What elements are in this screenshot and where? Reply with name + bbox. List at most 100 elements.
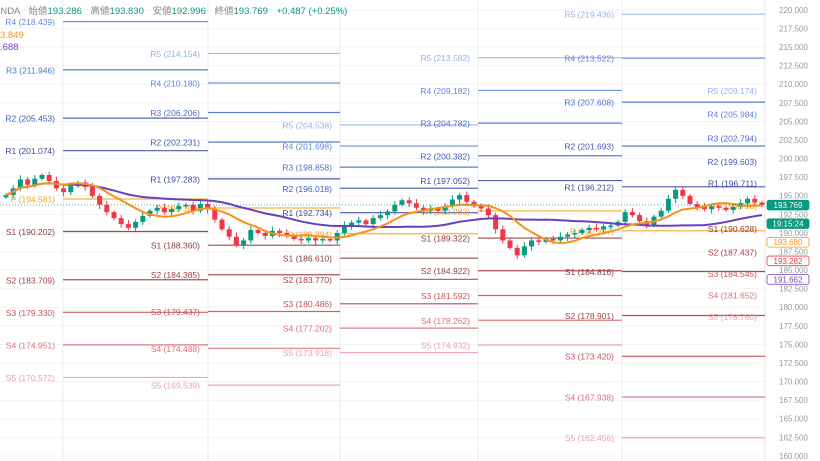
candle-up	[169, 209, 175, 213]
candle-down	[478, 206, 484, 209]
candle-down	[723, 207, 729, 210]
candle-down	[694, 204, 700, 207]
candle-up	[442, 206, 448, 211]
pivot-label-s5: S5 (169.539)	[151, 381, 200, 391]
candle-down	[687, 195, 693, 205]
candle-down	[464, 195, 470, 202]
pivot-label-s4: S4 (181.652)	[708, 291, 757, 301]
candle-down	[161, 207, 167, 213]
candle-down	[629, 212, 635, 216]
pivot-label-s3: S3 (179.330)	[6, 308, 55, 318]
pivot-label-s4: S4 (178.262)	[421, 316, 470, 326]
candle-down	[125, 224, 131, 228]
price-axis-tick: 220.000	[779, 6, 808, 15]
price-axis-tick: 195.000	[779, 192, 808, 201]
candle-down	[536, 240, 542, 242]
pivot-label-s5: S5 (173.918)	[283, 348, 332, 358]
candle-down	[118, 218, 124, 225]
close-label: 終値	[214, 6, 234, 17]
ma-fast-axis-label-box	[766, 237, 810, 248]
ma-fast-legend-value: 3.849	[0, 30, 24, 41]
candle-up	[241, 240, 247, 245]
pivot-label-p: P (192.982)	[426, 206, 470, 216]
candle-down	[550, 238, 556, 241]
pivot-label-r1: R1 (201.074)	[5, 146, 55, 156]
pivot-label-r2: R2 (199.603)	[707, 157, 757, 167]
candle-up	[399, 200, 405, 205]
price-axis-tick: 172.500	[779, 359, 808, 368]
pivot-label-s3: S3 (184.545)	[708, 269, 757, 279]
close-value: 193.769	[233, 6, 268, 17]
price-axis-tick: 207.500	[779, 99, 808, 108]
price-axis-tick: 185.000	[779, 266, 808, 275]
price-axis-tick: 202.500	[779, 136, 808, 145]
candle-down	[212, 209, 218, 220]
pivot-label-r4: R4 (209.182)	[420, 86, 470, 96]
pivot-label-r2: R2 (201.693)	[564, 142, 614, 152]
pivot-label-r2: R2 (196.018)	[282, 184, 332, 194]
candle-down	[500, 229, 506, 241]
price-axis-tick: 205.000	[779, 117, 808, 126]
pivot-label-r1: R1 (196.711)	[708, 179, 757, 189]
pivot-label-r5: R5 (209.174)	[707, 86, 757, 96]
pivot-label-s4: S4 (174.488)	[151, 344, 200, 354]
pivot-label-r4: R4 (218.439)	[5, 17, 55, 27]
pivot-label-r1: R1 (196.212)	[564, 182, 614, 192]
candle-up	[572, 233, 578, 235]
candle-up	[3, 195, 9, 198]
candle-up	[665, 198, 671, 211]
pivot-label-s4: S4 (167.938)	[565, 392, 614, 402]
price-axis-tick: 187.500	[779, 247, 808, 256]
pivot-label-r3: R3 (198.858)	[282, 163, 332, 173]
candle-up	[557, 236, 563, 241]
candle-up	[457, 195, 463, 200]
open-value: 193.286	[47, 6, 82, 17]
candle-down	[25, 179, 31, 185]
price-axis-tick: 217.500	[779, 24, 808, 33]
ma-fast-axis-label: 193.680	[774, 238, 803, 247]
candle-down	[190, 204, 196, 211]
candle-down	[226, 229, 232, 237]
candle-up	[730, 206, 736, 210]
pivot-label-s1: S1 (189.322)	[421, 234, 470, 244]
pivot-label-s2: S2 (178.901)	[565, 311, 614, 321]
candle-up	[449, 199, 455, 207]
pivot-label-r4: R4 (201.698)	[282, 142, 332, 152]
price-axis-tick: 170.000	[779, 378, 808, 387]
candle-down	[205, 204, 211, 210]
candle-down	[593, 227, 599, 230]
price-axis-tick: 175.000	[779, 340, 808, 349]
pivot-label-s3: S3 (181.592)	[421, 291, 470, 301]
countdown-label: 19:15:24	[772, 220, 804, 229]
pivot-label-r3: R3 (211.946)	[6, 65, 55, 75]
price-axis-tick: 197.500	[779, 173, 808, 182]
candle-up	[658, 210, 664, 217]
pivot-label-s4: S4 (177.202)	[283, 324, 332, 334]
ma-fast-line	[5, 182, 763, 245]
candle-up	[521, 246, 527, 256]
pivot-axis-label-box	[766, 255, 810, 267]
candle-up	[248, 230, 254, 241]
candle-down	[291, 235, 297, 239]
candle-up	[17, 179, 23, 189]
price-axis-tick: 200.000	[779, 155, 808, 164]
candle-up	[140, 215, 146, 222]
pivot-label-r5: R5 (219.436)	[564, 10, 614, 20]
candle-up	[39, 175, 45, 179]
candle-down	[716, 206, 722, 208]
open-label: 始値	[28, 6, 48, 17]
price-axis-tick: 177.500	[779, 322, 808, 331]
pivot-label-r1: R1 (197.052)	[420, 176, 470, 186]
pivot-label-s1: S1 (190.628)	[708, 224, 757, 234]
candle-up	[183, 204, 189, 207]
candle-up	[579, 230, 585, 233]
candle-down	[233, 236, 239, 245]
candle-down	[507, 240, 513, 248]
candle-up	[370, 218, 376, 225]
candle-up	[377, 215, 383, 219]
candle-down	[413, 203, 419, 208]
candle-down	[298, 238, 304, 241]
candle-down	[104, 204, 110, 213]
candle-down	[485, 208, 491, 216]
